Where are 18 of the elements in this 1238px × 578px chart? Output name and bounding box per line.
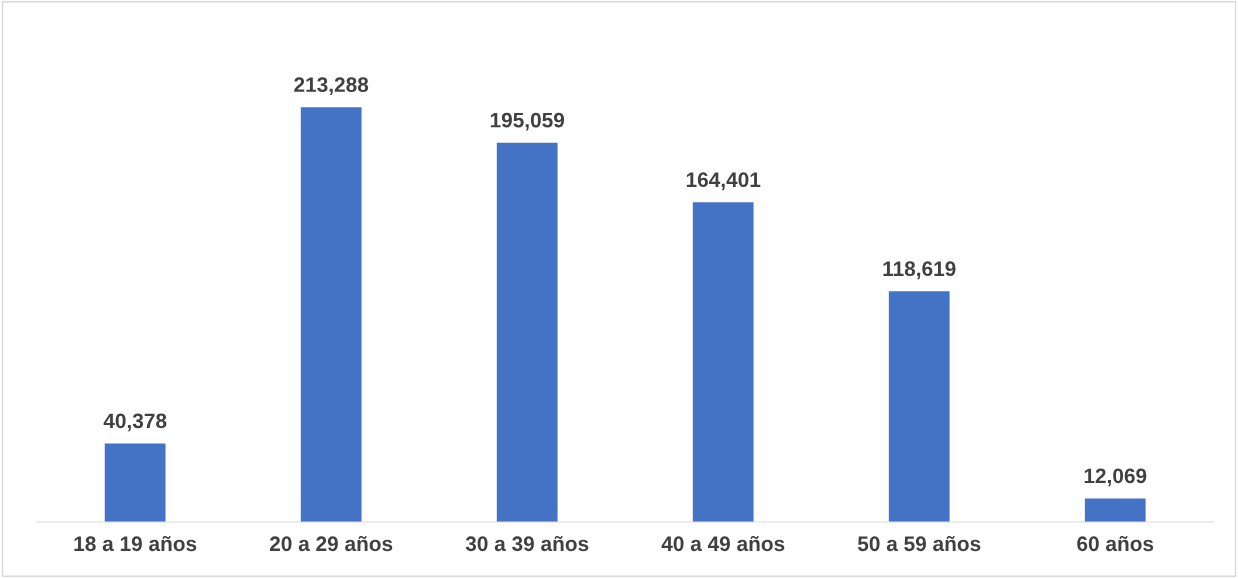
bar xyxy=(496,142,558,522)
bar xyxy=(1084,498,1146,522)
x-tick-label: 30 a 39 años xyxy=(465,535,589,552)
data-label: 164,401 xyxy=(686,172,761,191)
data-label: 12,069 xyxy=(1084,468,1147,487)
x-tick-label: 18 a 19 años xyxy=(74,535,197,552)
x-tick-label: 20 a 29 años xyxy=(269,535,393,552)
bar xyxy=(692,202,754,522)
bar xyxy=(104,443,166,522)
bar xyxy=(888,291,950,522)
data-label: 118,619 xyxy=(883,261,956,280)
data-label: 40,378 xyxy=(103,413,167,432)
bar xyxy=(300,107,362,522)
x-tick-label: 50 a 59 años xyxy=(857,535,981,552)
data-label: 213,288 xyxy=(294,77,369,96)
x-tick-label: 40 a 49 años xyxy=(661,535,785,552)
data-label: 195,059 xyxy=(490,112,565,131)
x-tick-label: 60 años xyxy=(1077,535,1154,552)
